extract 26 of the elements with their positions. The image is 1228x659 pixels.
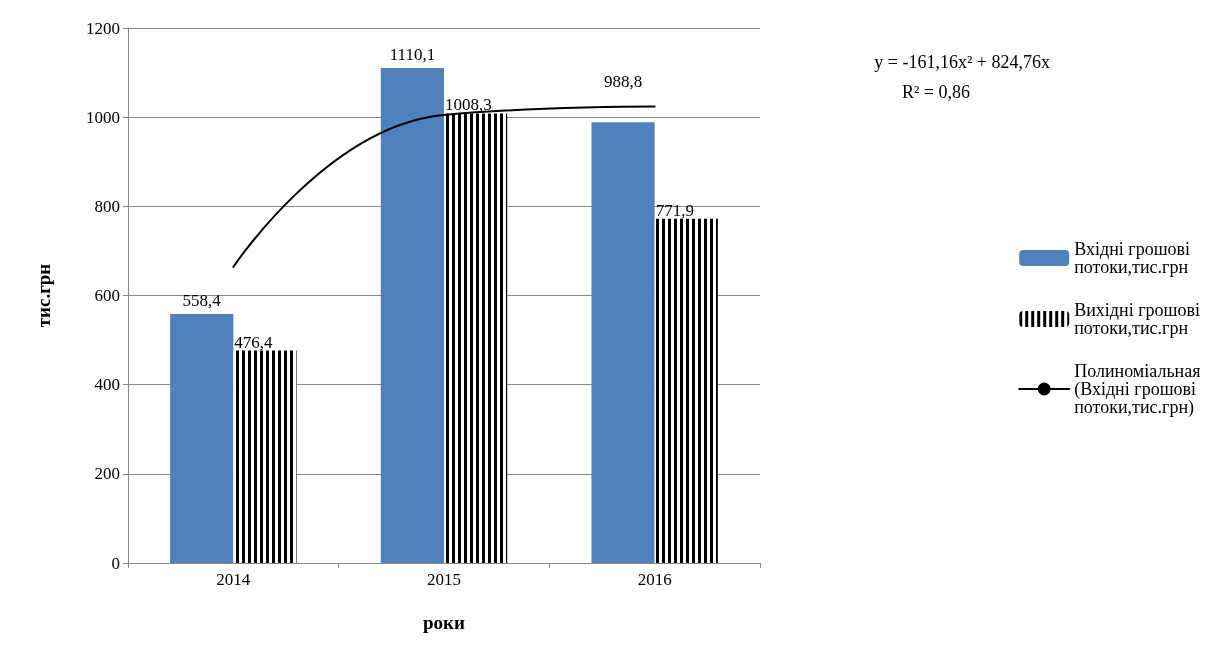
x-tick-label: 2014 bbox=[216, 570, 251, 589]
data-label: 1110,1 bbox=[389, 45, 436, 65]
y-tick-label: 600 bbox=[94, 286, 120, 305]
legend-label: Вхідні грошові потоки,тис.грн bbox=[1074, 239, 1195, 277]
y-tick-label: 0 bbox=[111, 553, 120, 573]
y-tick-label: 200 bbox=[94, 464, 120, 484]
x-tick-label: 2015 bbox=[427, 570, 461, 589]
data-label: 1008,3 bbox=[445, 95, 492, 115]
text: y = -161,16x² + 824,76x bbox=[874, 52, 1051, 72]
y-tick-label: 400 bbox=[94, 375, 120, 395]
y-tick-label: 1200 bbox=[86, 18, 120, 38]
x-tick-label: 2016 bbox=[637, 570, 672, 589]
bar bbox=[380, 68, 444, 563]
data-label: 476,4 bbox=[234, 332, 274, 352]
legend-label: Вихідні грошові потоки,тис.грн bbox=[1074, 300, 1205, 338]
x-axis-title: роки bbox=[423, 612, 466, 633]
bar bbox=[170, 314, 234, 563]
data-label: 558,4 bbox=[182, 291, 222, 311]
data-label: 771,9 bbox=[655, 200, 694, 220]
data-label: 988,8 bbox=[603, 72, 643, 92]
y-axis-title: тис.грн bbox=[33, 263, 54, 328]
legend-label: Полиноміальная (Вхідні грошові потоки,тис.грн) bbox=[1074, 361, 1206, 418]
y-tick-label: 1000 bbox=[86, 107, 120, 127]
text: R² = 0,86 bbox=[901, 82, 971, 102]
y-tick-label: 800 bbox=[94, 196, 120, 216]
bar bbox=[591, 122, 655, 563]
